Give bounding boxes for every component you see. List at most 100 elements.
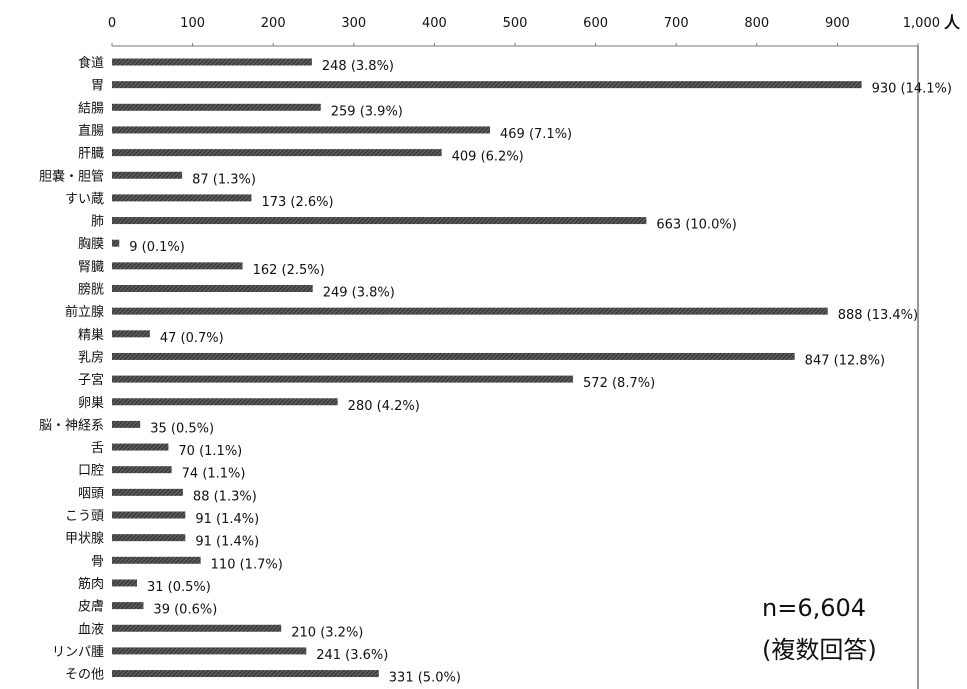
bar (112, 171, 183, 179)
x-tick-label: 100 (180, 16, 205, 31)
category-label: 子宮 (78, 372, 104, 388)
data-label: 74 (1.1%) (182, 467, 246, 482)
bar (112, 511, 186, 519)
bar (112, 670, 379, 678)
data-label: 70 (1.1%) (178, 444, 242, 459)
category-label: 肝臓 (78, 147, 104, 162)
category-label: 腎臓 (78, 260, 104, 275)
data-label: 47 (0.7%) (160, 331, 224, 346)
data-label: 847 (12.8%) (805, 353, 885, 368)
bar (112, 556, 201, 564)
category-label: 精巣 (78, 328, 104, 343)
category-label: 食道 (78, 55, 104, 71)
data-label: 9 (0.1%) (129, 240, 185, 255)
data-label: 173 (2.6%) (261, 195, 333, 210)
category-label: 直腸 (78, 124, 104, 139)
category-label: 骨 (91, 554, 104, 569)
data-label: 91 (1.4%) (195, 535, 259, 550)
bar (112, 466, 172, 474)
data-label: 39 (0.6%) (153, 603, 217, 618)
bar (112, 262, 243, 270)
x-tick-label: 900 (825, 16, 850, 31)
x-tick-label: 800 (744, 16, 769, 31)
bar (112, 217, 647, 225)
bar (112, 307, 828, 315)
category-label: 卵巣 (78, 396, 104, 411)
x-tick-label: 300 (341, 16, 366, 31)
category-label: 胸膜 (78, 237, 104, 252)
category-label: 皮膚 (78, 599, 104, 615)
bar (112, 488, 183, 496)
x-tick-label: 0 (108, 16, 116, 31)
data-label: 409 (6.2%) (452, 150, 524, 165)
x-tick-label: 200 (261, 16, 286, 31)
data-label: 31 (0.5%) (147, 580, 211, 595)
bar (112, 126, 491, 134)
category-label: 結腸 (78, 101, 104, 116)
bar (112, 149, 442, 157)
category-label: 前立腺 (65, 304, 104, 320)
category-label: 膀胱 (78, 282, 104, 298)
data-label: 280 (4.2%) (348, 399, 420, 414)
data-label: 241 (3.6%) (316, 648, 388, 663)
bar (112, 330, 150, 338)
data-label: 572 (8.7%) (583, 376, 655, 391)
category-label: こう頭 (65, 509, 104, 524)
bar (112, 647, 307, 655)
bar (112, 194, 252, 202)
category-label: 胆嚢・胆管 (39, 168, 104, 184)
x-axis: 0 100 200 300 400 500 600 700 800 900 1,000 人 (108, 13, 961, 689)
bar (112, 58, 312, 66)
data-label: 259 (3.9%) (331, 104, 403, 119)
bar (112, 579, 137, 587)
data-label: 35 (0.5%) (150, 421, 214, 436)
bar (112, 398, 338, 406)
x-tick-label: 700 (664, 16, 689, 31)
data-label: 663 (10.0%) (656, 218, 736, 233)
category-label: 咽頭 (78, 486, 104, 501)
bar (112, 375, 574, 383)
bar (112, 534, 186, 542)
category-label: 乳房 (78, 349, 104, 365)
category-label: 血液 (78, 622, 104, 637)
category-label: 脳・神経系 (39, 418, 104, 433)
x-tick-label: 400 (422, 16, 447, 31)
unit-label: 人 (944, 13, 961, 32)
category-label: 筋肉 (78, 576, 104, 592)
bar (112, 420, 141, 428)
x-tick-label: 1,000 (903, 16, 940, 31)
category-label: その他 (65, 668, 104, 683)
category-label: リンパ腫 (52, 644, 104, 660)
data-label: 331 (5.0%) (389, 671, 461, 686)
bar (112, 624, 282, 632)
data-label: 930 (14.1%) (872, 82, 952, 97)
bar (112, 239, 120, 247)
category-label: 甲状腺 (65, 532, 104, 547)
data-label: 88 (1.3%) (193, 489, 257, 504)
category-label: 口腔 (78, 464, 104, 479)
bar (112, 285, 313, 292)
data-label: 248 (3.8%) (322, 59, 394, 74)
data-label: 91 (1.4%) (195, 512, 259, 527)
bar (112, 352, 795, 360)
bar (112, 81, 862, 89)
x-tick-label: 600 (583, 16, 608, 31)
category-label: 肺 (91, 215, 104, 230)
bar (112, 443, 169, 451)
data-label: 87 (1.3%) (192, 172, 256, 187)
category-label: 舌 (91, 441, 104, 456)
bar (112, 602, 144, 610)
data-label: 210 (3.2%) (291, 625, 363, 640)
sample-size-label: n=6,604 (762, 594, 867, 622)
x-tick-label: 500 (503, 16, 528, 31)
category-label: すい蔵 (65, 192, 104, 207)
bars: 食道 248 (3.8%) 胃 930 (14.1%) 結腸 259 (3.9%) 直腸 46… (39, 55, 952, 686)
data-label: 469 (7.1%) (500, 127, 572, 142)
data-label: 888 (13.4%) (838, 308, 918, 323)
data-label: 110 (1.7%) (211, 557, 283, 572)
data-label: 162 (2.5%) (253, 263, 325, 278)
multiple-answer-note: (複数回答) (762, 636, 877, 664)
bar (112, 103, 321, 111)
data-label: 249 (3.8%) (323, 286, 395, 301)
